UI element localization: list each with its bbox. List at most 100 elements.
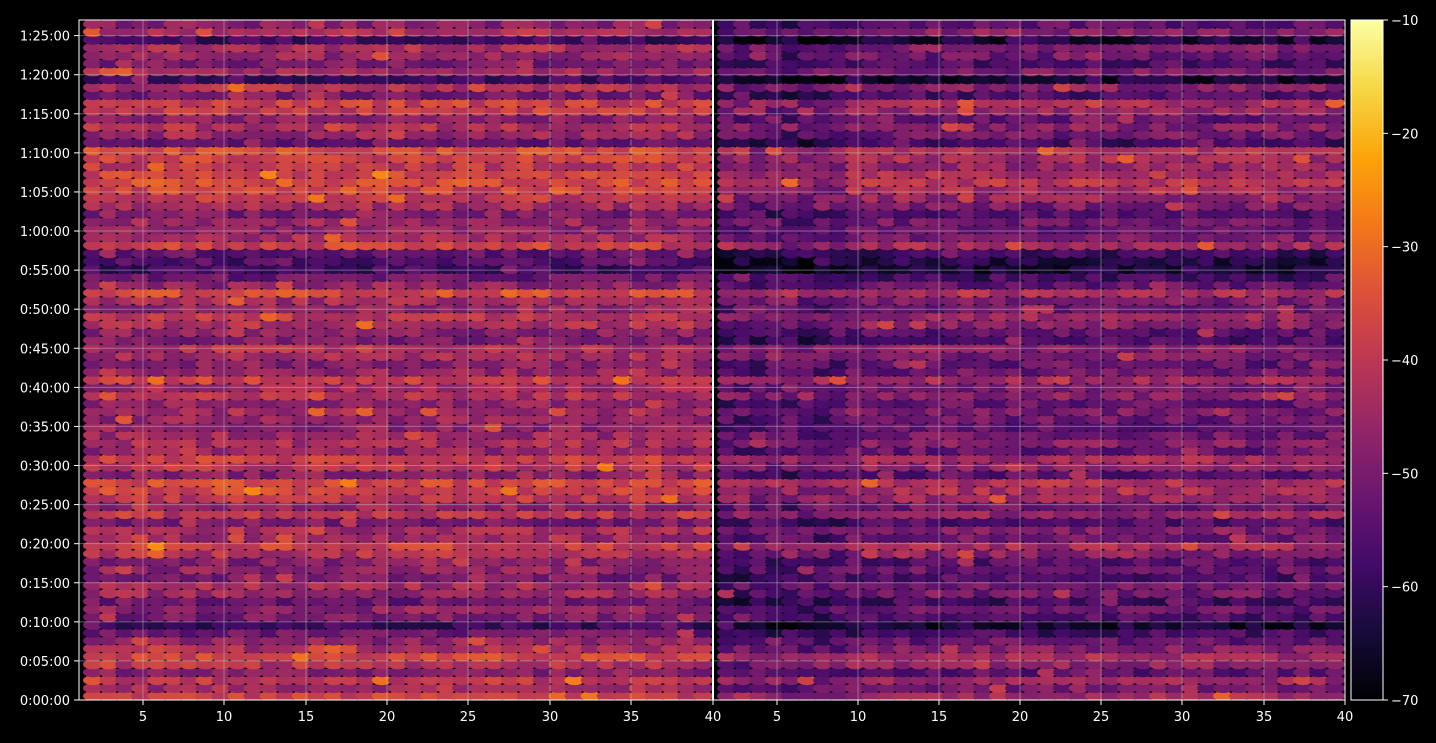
heatmap-cell	[516, 667, 537, 678]
heatmap-cell	[1101, 683, 1121, 693]
heatmap-cell	[548, 588, 569, 599]
heatmap-cell	[163, 193, 184, 203]
heatmap-cell	[676, 327, 697, 338]
heatmap-cell	[612, 525, 633, 535]
heatmap-cell	[131, 200, 152, 211]
heatmap-cell	[452, 667, 473, 678]
heatmap-cell	[580, 303, 601, 314]
heatmap-cell	[548, 651, 569, 662]
heatmap-cell	[596, 659, 617, 670]
heatmap-cell	[468, 374, 489, 385]
heatmap-cell	[147, 533, 168, 543]
heatmap-cell	[131, 414, 152, 425]
heatmap-cell	[1277, 414, 1297, 425]
heatmap-cell	[612, 556, 633, 567]
heatmap-cell	[660, 137, 681, 148]
heatmap-cell	[1053, 604, 1073, 614]
heatmap-cell	[1261, 390, 1281, 401]
heatmap-cell	[436, 311, 457, 322]
heatmap-cell	[893, 461, 913, 472]
heatmap-cell	[813, 635, 833, 646]
heatmap-cell	[1197, 374, 1217, 385]
heatmap-cell	[596, 461, 617, 472]
heatmap-cell	[355, 161, 376, 172]
heatmap-cell	[275, 398, 296, 409]
heatmap-cell	[1005, 430, 1025, 440]
heatmap-cell	[275, 438, 296, 448]
heatmap-cell	[1181, 667, 1201, 678]
heatmap-cell	[660, 185, 681, 195]
heatmap-cell	[861, 422, 881, 433]
heatmap-cell	[179, 272, 200, 282]
heatmap-cell	[195, 564, 216, 575]
heatmap-cell	[765, 691, 785, 700]
heatmap-cell	[227, 177, 248, 188]
heatmap-cell	[388, 525, 408, 535]
heatmap-cell	[1261, 509, 1281, 520]
heatmap-cell	[436, 422, 457, 433]
heatmap-cell	[548, 683, 569, 693]
heatmap-cell	[83, 335, 103, 346]
heatmap-cell	[1085, 643, 1105, 654]
heatmap-cell	[388, 27, 408, 37]
heatmap-cell	[1197, 493, 1217, 504]
heatmap-cell	[1197, 525, 1217, 535]
heatmap-cell	[275, 319, 296, 330]
heatmap-cell	[484, 564, 505, 575]
heatmap-cell	[420, 280, 441, 290]
heatmap-cell	[1293, 620, 1313, 630]
heatmap-cell	[275, 359, 296, 369]
heatmap-cell	[339, 193, 360, 203]
heatmap-cell	[1197, 501, 1217, 512]
heatmap-cell	[612, 612, 633, 622]
heatmap-cell	[404, 477, 425, 488]
heatmap-cell	[371, 161, 392, 172]
heatmap-cell	[259, 351, 280, 361]
heatmap-cell	[516, 398, 537, 409]
heatmap-cell	[115, 90, 136, 100]
heatmap-cell	[1053, 493, 1073, 504]
heatmap-cell	[259, 493, 280, 504]
heatmap-cell	[765, 374, 785, 385]
heatmap-cell	[973, 627, 993, 638]
heatmap-cell	[1117, 572, 1137, 583]
heatmap-cell	[1133, 485, 1153, 496]
heatmap-cell	[131, 327, 152, 338]
heatmap-cell	[1309, 540, 1329, 551]
heatmap-cell	[1117, 564, 1137, 575]
heatmap-cell	[660, 295, 681, 306]
heatmap-cell	[243, 327, 264, 338]
heatmap-cell	[307, 311, 328, 322]
heatmap-cell	[163, 469, 184, 480]
heatmap-cell	[420, 517, 441, 527]
heatmap-cell	[644, 509, 665, 520]
heatmap-cell	[227, 287, 248, 298]
heatmap-cell	[259, 98, 280, 108]
heatmap-cell	[452, 398, 473, 409]
heatmap-cell	[644, 430, 665, 440]
heatmap-cell	[147, 264, 168, 274]
heatmap-cell	[644, 185, 665, 195]
heatmap-cell	[676, 145, 697, 156]
heatmap-cell	[147, 319, 168, 330]
heatmap-cell	[179, 422, 200, 433]
heatmap-cell	[1085, 406, 1105, 417]
heatmap-cell	[548, 675, 569, 686]
heatmap-cell	[644, 20, 665, 29]
heatmap-cell	[1213, 406, 1233, 417]
heatmap-cell	[355, 612, 376, 622]
heatmap-cell	[323, 106, 344, 116]
heatmap-cell	[765, 501, 785, 512]
heatmap-cell	[291, 319, 312, 330]
heatmap-cell	[660, 643, 681, 654]
heatmap-cell	[83, 627, 103, 638]
heatmap-cell	[259, 485, 280, 496]
heatmap-cell	[1229, 683, 1249, 693]
heatmap-cell	[259, 612, 280, 622]
heatmap-cell	[693, 525, 713, 535]
heatmap-cell	[564, 414, 585, 425]
heatmap-cell	[500, 224, 521, 235]
heatmap-cell	[131, 446, 152, 456]
heatmap-cell	[307, 390, 328, 401]
heatmap-cell	[973, 446, 993, 456]
